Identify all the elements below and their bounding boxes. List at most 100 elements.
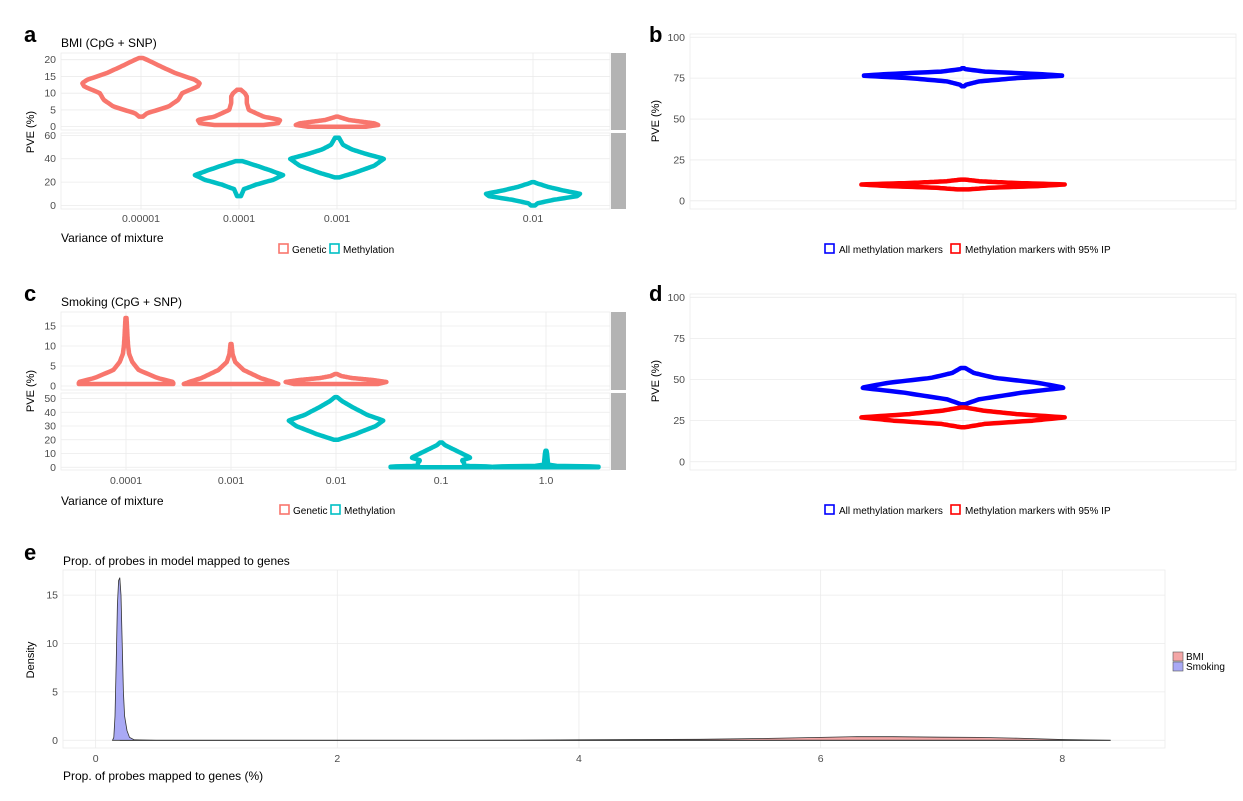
x-tick-label: 2 [334, 753, 340, 765]
y-tick-label: 0 [679, 195, 685, 207]
y-tick-label: 20 [44, 434, 56, 446]
y-tick-label: 75 [673, 73, 685, 85]
violin-ip-markers [859, 405, 1067, 430]
x-tick-label: 6 [818, 753, 824, 765]
legend-key-ip-markers [950, 504, 961, 515]
x-tick-label: 0.001 [324, 213, 350, 225]
violin-0.001 [287, 135, 387, 180]
facet-strip-c-1 [611, 393, 626, 470]
violin-0.0001 [195, 87, 283, 128]
facet-strip-c-0 [611, 312, 626, 390]
panel-a-ylabel: PVE (%) [25, 111, 37, 153]
y-tick-label: 5 [50, 361, 56, 373]
panel-letter-d: d [649, 281, 662, 306]
y-tick-label: 10 [44, 448, 56, 460]
y-tick-label: 40 [44, 407, 56, 419]
panel-letter-e: e [24, 540, 36, 565]
legend-key-bmi [1172, 651, 1184, 662]
x-tick-label: 0.01 [523, 213, 544, 225]
x-tick-label: 0.00001 [122, 213, 160, 225]
y-tick-label: 20 [44, 177, 56, 189]
legend-key-methylation [330, 504, 341, 515]
y-tick-label: 10 [44, 341, 56, 353]
density-area-smoking [111, 577, 1111, 741]
legend-label-genetic: Genetic [292, 245, 326, 256]
violin-0.01 [283, 371, 389, 387]
panel-c-title: Smoking (CpG + SNP) [61, 295, 182, 309]
y-tick-label: 5 [50, 104, 56, 116]
violin-0.1 [388, 440, 494, 470]
legend-key-genetic [279, 504, 290, 515]
y-tick-label: 0 [679, 456, 685, 468]
y-tick-label: 5 [52, 686, 58, 698]
y-tick-label: 25 [673, 415, 685, 427]
x-tick-label: 8 [1059, 753, 1065, 765]
violin-0.001 [293, 114, 381, 129]
y-tick-label: 30 [44, 421, 56, 433]
x-tick-label: 1.0 [539, 475, 554, 487]
panel-c-ylabel: PVE (%) [25, 370, 37, 412]
panel-d-legend: All methylation markers Methylation mark… [824, 504, 1111, 517]
legend-key-methylation [329, 243, 340, 254]
panel-e-background [62, 569, 1166, 749]
panel-a-legend: Genetic Methylation [278, 243, 394, 256]
facet-panel-a-1 [60, 132, 611, 210]
y-tick-label: 100 [667, 32, 685, 44]
y-tick-label: 15 [44, 71, 56, 83]
y-tick-label: 10 [46, 638, 58, 650]
violin-ip-markers [859, 177, 1067, 192]
legend-key-smoking [1172, 661, 1184, 672]
x-tick-label: 0.0001 [223, 213, 255, 225]
y-tick-label: 50 [673, 114, 685, 126]
panel-e-title: Prop. of probes in model mapped to genes [63, 554, 290, 568]
facet-panel-c-1 [60, 392, 611, 471]
x-tick-label: 0.0001 [110, 475, 142, 487]
x-tick-label: 0.01 [326, 475, 347, 487]
y-tick-label: 15 [46, 590, 58, 602]
violin-0.0001 [76, 315, 176, 387]
panel-d-ylabel: PVE (%) [650, 360, 662, 402]
legend-key-all-markers [824, 504, 835, 515]
panel-a-title: BMI (CpG + SNP) [61, 36, 157, 50]
violin-0.01 [286, 394, 386, 443]
y-tick-label: 10 [44, 88, 56, 100]
x-tick-label: 0 [93, 753, 99, 765]
x-tick-label: 4 [576, 753, 582, 765]
facet-strip-a-1 [611, 133, 626, 209]
legend-key-genetic [278, 243, 289, 254]
panel-c-xlabel: Variance of mixture [61, 494, 164, 508]
x-tick-label: 0.001 [218, 475, 244, 487]
y-tick-label: 0 [50, 200, 56, 212]
facet-strip-a-0 [611, 53, 626, 130]
y-tick-label: 15 [44, 321, 56, 333]
panel-c-legend: Genetic Methylation [279, 504, 395, 517]
y-tick-label: 25 [673, 154, 685, 166]
violin-0.001 [181, 341, 281, 387]
y-tick-label: 40 [44, 153, 56, 165]
violin-0.0001 [192, 158, 286, 199]
legend-label-methylation: Methylation [344, 506, 395, 517]
legend-label-smoking: Smoking [1186, 662, 1225, 673]
panel-b-ylabel: PVE (%) [650, 100, 662, 142]
y-tick-label: 20 [44, 54, 56, 66]
y-tick-label: 100 [667, 292, 685, 304]
panel-e-ylabel: Density [25, 641, 37, 678]
legend-label-methylation: Methylation [343, 245, 394, 256]
legend-key-ip-markers [950, 243, 961, 254]
facet-panel-c-0 [60, 311, 611, 391]
y-tick-label: 0 [50, 462, 56, 474]
y-tick-label: 0 [52, 735, 58, 747]
y-tick-label: 60 [44, 130, 56, 142]
y-tick-label: 75 [673, 333, 685, 345]
legend-label-all-markers: All methylation markers [839, 506, 943, 517]
y-tick-label: 0 [50, 121, 56, 133]
violin-all-markers [861, 66, 1065, 89]
legend-label-ip-markers: Methylation markers with 95% IP [965, 245, 1111, 256]
panel-a-xlabel: Variance of mixture [61, 231, 164, 245]
legend-key-all-markers [824, 243, 835, 254]
x-tick-label: 0.1 [434, 475, 449, 487]
legend-label-all-markers: All methylation markers [839, 245, 943, 256]
violin-all-markers [860, 365, 1066, 407]
